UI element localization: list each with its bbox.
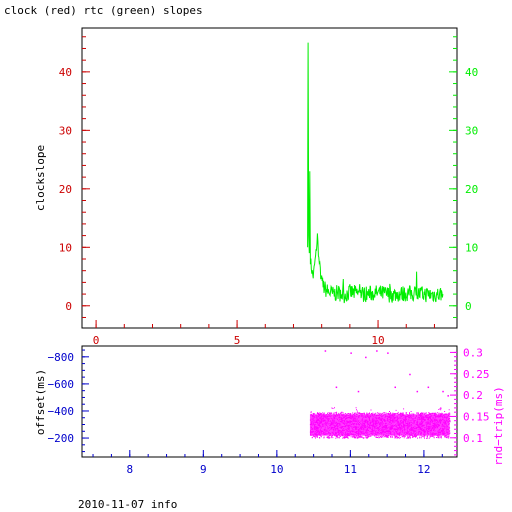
scatter-point-outlier bbox=[335, 386, 338, 389]
title: clock (red) rtc (green) slopes bbox=[4, 4, 203, 17]
y-tick-label-left: −800 bbox=[48, 351, 75, 364]
scatter-point-outlier bbox=[350, 352, 352, 354]
y-tick-label-left: 20 bbox=[59, 183, 72, 196]
scatter-point-outlier bbox=[376, 350, 378, 352]
scatter-point-outlier bbox=[442, 390, 444, 393]
series-line-rtc bbox=[307, 42, 444, 304]
bottom-plot-frame bbox=[81, 345, 458, 458]
x-tick-label: 10 bbox=[371, 334, 384, 347]
y-tick-label-left: 40 bbox=[59, 66, 72, 79]
scatter-point-outlier bbox=[447, 395, 449, 397]
scatter-point-outlier bbox=[324, 350, 327, 352]
y-axis-label-rndtrip: rnd−trip(ms) bbox=[492, 386, 505, 465]
scatter-point-outlier bbox=[416, 390, 419, 393]
top-plot-frame bbox=[81, 27, 458, 329]
scatter-point-outlier bbox=[357, 390, 360, 393]
x-tick-label: 9 bbox=[200, 463, 207, 476]
y-tick-label-right: 40 bbox=[465, 66, 478, 79]
y-tick-label-right: 10 bbox=[465, 241, 478, 254]
y-axis-label-offset: offset(ms) bbox=[34, 369, 47, 435]
y-tick-label-left: −200 bbox=[48, 432, 75, 445]
y-tick-label-left: 30 bbox=[59, 124, 72, 137]
x-tick-label: 8 bbox=[126, 463, 133, 476]
y-tick-label-right: 20 bbox=[465, 183, 478, 196]
y-tick-label-right: 30 bbox=[465, 124, 478, 137]
y-tick-label-right: 0.3 bbox=[463, 346, 483, 359]
scatter-point-outlier bbox=[427, 386, 430, 389]
x-tick-label: 12 bbox=[417, 463, 430, 476]
y-tick-label-right: 0.25 bbox=[463, 368, 490, 381]
x-tick-label: 0 bbox=[93, 334, 100, 347]
scatter-point-outlier bbox=[394, 386, 396, 389]
footer-info: 2010-11-07 info bbox=[78, 498, 178, 511]
y-tick-label-left: 0 bbox=[65, 300, 72, 313]
scatter-point-outlier bbox=[387, 352, 389, 354]
x-tick-label: 10 bbox=[270, 463, 283, 476]
y-tick-label-right: 0.15 bbox=[463, 410, 490, 423]
y-tick-label-right: 0.2 bbox=[463, 389, 483, 402]
x-tick-label: 5 bbox=[234, 334, 241, 347]
y-axis-label: clockslope bbox=[34, 145, 47, 211]
y-tick-label-right: 0 bbox=[465, 300, 472, 313]
y-tick-label-left: −400 bbox=[48, 405, 75, 418]
y-tick-label-left: −600 bbox=[48, 378, 75, 391]
scatter-band-fill bbox=[309, 414, 450, 436]
scatter-point-outlier bbox=[409, 373, 411, 376]
y-tick-label-right: 0.1 bbox=[463, 432, 483, 445]
x-tick-label: 11 bbox=[344, 463, 357, 476]
scatter-point-outlier bbox=[365, 356, 367, 359]
y-tick-label-left: 10 bbox=[59, 241, 72, 254]
